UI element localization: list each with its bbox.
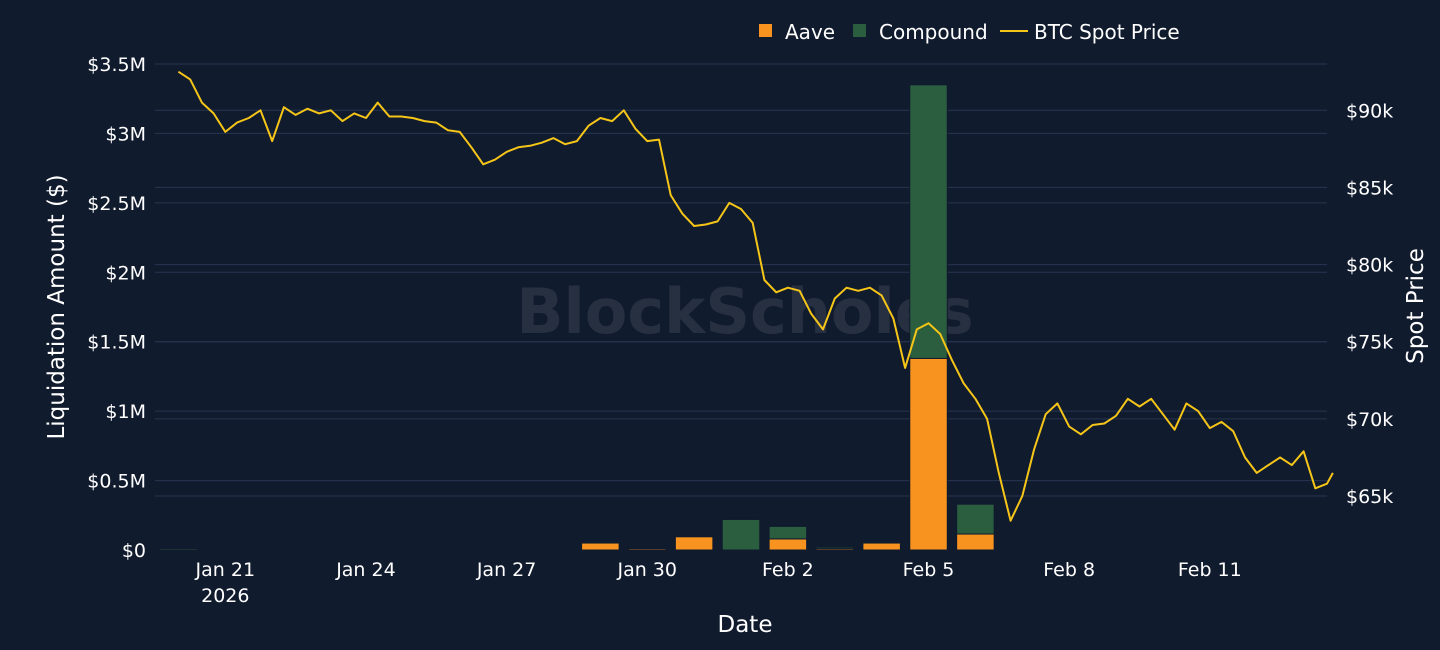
- bar-series: [159, 84, 1276, 551]
- bar-aave[interactable]: [862, 542, 901, 551]
- legend-label-btc: BTC Spot Price: [1034, 20, 1180, 44]
- y2-tick-label: $80k: [1346, 255, 1393, 277]
- legend-label-compound: Compound: [879, 20, 988, 44]
- legend-swatch-compound: [853, 24, 866, 37]
- y-tick-label: $2M: [105, 262, 146, 284]
- gridlines: [155, 63, 1327, 497]
- x-tick-label: Feb 11: [1178, 559, 1242, 581]
- y-tick-label: $0: [122, 540, 146, 562]
- bar-compound[interactable]: [393, 548, 433, 551]
- y-tick-label: $1.5M: [87, 332, 146, 354]
- y2-tick-label: $65k: [1346, 486, 1393, 508]
- x-tick-label: Feb 5: [903, 559, 955, 581]
- bar-aave[interactable]: [909, 357, 948, 551]
- bar-compound[interactable]: [721, 518, 761, 551]
- y2-tick-label: $70k: [1346, 409, 1393, 431]
- y-axis-title: Liquidation Amount ($): [44, 174, 70, 439]
- bar-aave[interactable]: [768, 538, 808, 551]
- bar-aave[interactable]: [581, 542, 620, 551]
- legend-swatch-aave: [759, 24, 772, 37]
- y-tick-label: $3M: [105, 123, 146, 145]
- x-axis-ticks: Jan 21 2026 Jan 24 Jan 27 Jan 30 Feb 2 Feb 5 Fe…: [195, 559, 1242, 607]
- bar-compound[interactable]: [1003, 548, 1042, 551]
- bar-compound[interactable]: [1237, 548, 1276, 551]
- y-tick-label: $1M: [105, 401, 146, 423]
- y-tick-label: $3.5M: [87, 54, 146, 76]
- y2-tick-label: $85k: [1346, 177, 1393, 199]
- y-tick-label: $2.5M: [87, 193, 146, 215]
- x-axis-title: Date: [718, 612, 773, 638]
- bar-compound[interactable]: [627, 547, 667, 550]
- x-tick-year-label: 2026: [201, 585, 249, 607]
- bar-aave[interactable]: [956, 533, 995, 551]
- bar-compound[interactable]: [909, 84, 948, 359]
- legend[interactable]: Aave Compound BTC Spot Price: [759, 20, 1180, 44]
- y2-axis-title: Spot Price: [1403, 248, 1429, 364]
- bar-compound[interactable]: [159, 548, 198, 551]
- x-tick-label: Jan 24: [335, 559, 396, 581]
- bar-compound[interactable]: [768, 525, 808, 540]
- bar-compound[interactable]: [815, 546, 855, 550]
- y2-tick-label: $90k: [1346, 100, 1393, 122]
- btc-spot-price-line: [177, 70, 1334, 522]
- legend-label-aave: Aave: [785, 20, 835, 44]
- right-axis-ticks: $65k $70k $75k $80k $85k $90k: [1346, 100, 1393, 508]
- bar-compound[interactable]: [956, 503, 995, 535]
- x-tick-label: Jan 27: [476, 559, 537, 581]
- left-axis-ticks: $0 $0.5M $1M $1.5M $2M $2.5M $3M $3.5M: [87, 54, 146, 562]
- bar-aave[interactable]: [674, 536, 714, 551]
- y-tick-label: $0.5M: [87, 471, 146, 493]
- x-tick-label: Feb 2: [762, 559, 814, 581]
- bar-compound[interactable]: [1049, 548, 1089, 551]
- x-tick-label: Jan 30: [616, 559, 677, 581]
- watermark-logo: BlockScholes: [516, 275, 973, 348]
- bar-compound[interactable]: [299, 548, 339, 551]
- x-tick-label: Feb 8: [1043, 559, 1095, 581]
- x-tick-label: Jan 21: [195, 559, 256, 581]
- y2-tick-label: $75k: [1346, 332, 1393, 354]
